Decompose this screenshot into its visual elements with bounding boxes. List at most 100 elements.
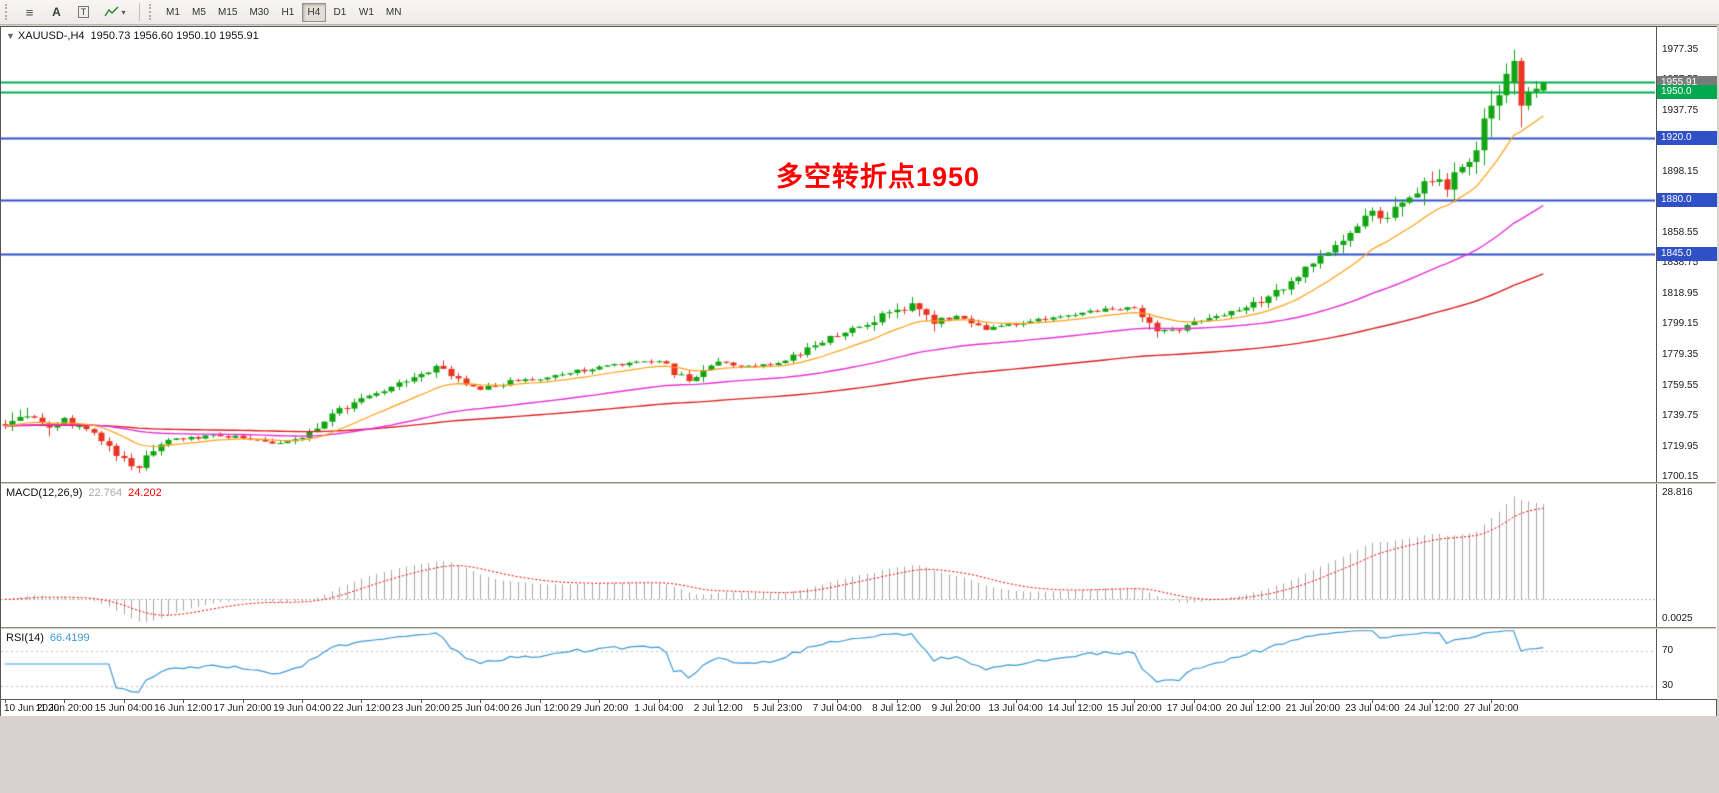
time-tick xyxy=(183,700,184,703)
text-box-button[interactable]: T xyxy=(71,2,96,22)
price-tick: 1739.75 xyxy=(1662,410,1699,422)
time-label: 26 Jun 12:00 xyxy=(510,703,569,714)
toolbar: ≡ A T ▾ M1 M5 M15 M30 H1 H4 D1 W1 MN xyxy=(0,0,1719,25)
chart-annotation: 多空转折点1950 xyxy=(776,162,981,192)
timeframe-h4-button[interactable]: H4 xyxy=(301,2,326,22)
panel-separator-2[interactable] xyxy=(1,627,1716,629)
time-tick xyxy=(599,700,600,703)
time-tick xyxy=(956,700,957,703)
timeframe-m1-button[interactable]: M1 xyxy=(161,3,185,22)
time-tick xyxy=(837,700,838,703)
time-tick xyxy=(659,700,660,703)
price-tick: 1779.35 xyxy=(1662,348,1699,360)
rsi-level-70: 70 xyxy=(1662,644,1674,656)
macd-value-signal: 24.202 xyxy=(128,487,162,499)
collapse-arrow-icon[interactable]: ▼ xyxy=(6,31,15,41)
price-badge[interactable]: 1920.0 xyxy=(1657,131,1717,146)
ohlc-values: 1950.73 1956.60 1950.10 1955.91 xyxy=(90,30,259,42)
time-label: 22 Jun 12:00 xyxy=(332,703,391,714)
time-tick xyxy=(540,700,541,703)
time-label: 16 Jun 12:00 xyxy=(154,703,213,714)
time-label: 17 Jun 20:00 xyxy=(213,703,272,714)
indicators-button[interactable]: ▾ xyxy=(98,2,132,22)
price-tick: 1759.55 xyxy=(1662,379,1699,391)
time-label: 13 Jul 04:00 xyxy=(988,703,1043,714)
time-label: 17 Jul 04:00 xyxy=(1166,703,1222,714)
time-label: 14 Jul 12:00 xyxy=(1047,703,1103,714)
symbol-info[interactable]: ▼ XAUUSD-,H4 1950.73 1956.60 1950.10 1955.… xyxy=(6,30,259,42)
time-label: 5 Jul 23:00 xyxy=(753,703,803,714)
price-tick: 1700.15 xyxy=(1662,471,1699,483)
toolbar-grip[interactable] xyxy=(5,4,11,20)
time-tick xyxy=(480,700,481,703)
macd-canvas[interactable] xyxy=(1,484,1655,627)
price-axis[interactable]: 28.816 0.0025 70 30 1977.351957.551937.7… xyxy=(1656,27,1717,699)
timeframe-m30-button[interactable]: M30 xyxy=(244,3,273,22)
toolbar-separator xyxy=(139,3,140,21)
timeframe-m5-button[interactable]: M5 xyxy=(187,3,211,22)
time-label: 10 Jun 2020 xyxy=(4,703,60,714)
time-tick xyxy=(1253,700,1254,703)
time-label: 25 Jun 04:00 xyxy=(451,703,510,714)
time-label: 29 Jun 20:00 xyxy=(570,703,629,714)
price-tick: 1838.75 xyxy=(1662,257,1699,269)
price-chart-canvas[interactable] xyxy=(1,27,1655,482)
macd-title: MACD(12,26,9) xyxy=(6,487,83,499)
rsi-label: RSI(14) 66.4199 xyxy=(6,632,96,644)
time-label: 1 Jul 04:00 xyxy=(634,703,684,714)
time-label: 24 Jul 12:00 xyxy=(1404,703,1460,714)
time-tick xyxy=(1491,700,1492,703)
lines-tool-button[interactable]: ≡ xyxy=(17,2,42,22)
time-tick xyxy=(5,700,6,703)
price-tick: 1818.95 xyxy=(1662,287,1699,299)
price-badge[interactable]: 1880.0 xyxy=(1657,192,1717,207)
rsi-canvas[interactable] xyxy=(1,629,1655,699)
panel-separator[interactable] xyxy=(1,482,1716,484)
price-tick: 1719.95 xyxy=(1662,440,1699,452)
price-tick: 1898.15 xyxy=(1662,165,1699,177)
price-badge[interactable]: 1950.0 xyxy=(1657,84,1717,99)
time-label: 27 Jul 20:00 xyxy=(1464,703,1519,714)
rsi-level-30: 30 xyxy=(1662,679,1674,691)
main-chart-panel: ▼ XAUUSD-,H4 1950.73 1956.60 1950.10 1955.… xyxy=(1,27,1655,482)
time-tick xyxy=(778,700,779,703)
timeframe-mn-button[interactable]: MN xyxy=(381,3,407,22)
toolbar-grip-2[interactable] xyxy=(149,4,155,20)
time-tick xyxy=(302,700,303,703)
time-label: 23 Jun 20:00 xyxy=(392,703,450,714)
time-tick xyxy=(1432,700,1433,703)
timeframe-d1-button[interactable]: D1 xyxy=(328,3,352,22)
dropdown-caret-icon: ▾ xyxy=(121,7,126,17)
time-label: 21 Jul 20:00 xyxy=(1285,703,1341,714)
chart-window: ▼ XAUUSD-,H4 1950.73 1956.60 1950.10 1955.… xyxy=(0,26,1717,716)
text-label-button[interactable]: A xyxy=(44,2,69,22)
time-tick xyxy=(64,700,65,703)
letter-a-icon: A xyxy=(52,5,61,19)
time-label: 8 Jul 12:00 xyxy=(872,703,922,714)
time-label: 2 Jul 12:00 xyxy=(693,703,743,714)
time-label: 7 Jul 04:00 xyxy=(812,703,862,714)
macd-label: MACD(12,26,9) 22.764 24.202 xyxy=(6,487,168,499)
timeframe-w1-button[interactable]: W1 xyxy=(354,3,379,22)
time-tick xyxy=(718,700,719,703)
time-label: 11 Jun 20:00 xyxy=(35,703,93,714)
timeframe-group: M1 M5 M15 M30 H1 H4 D1 W1 MN xyxy=(160,2,407,22)
time-tick xyxy=(1313,700,1314,703)
time-label: 9 Jul 20:00 xyxy=(931,703,981,714)
lines-icon: ≡ xyxy=(25,4,34,20)
price-tick: 1937.75 xyxy=(1662,104,1699,116)
time-label: 19 Jun 04:00 xyxy=(273,703,331,714)
time-tick xyxy=(243,700,244,703)
time-label: 23 Jul 04:00 xyxy=(1345,703,1400,714)
timeframe-h1-button[interactable]: H1 xyxy=(276,3,300,22)
price-badge[interactable]: 1845.0 xyxy=(1657,246,1717,261)
time-tick xyxy=(361,700,362,703)
time-tick xyxy=(1194,700,1195,703)
price-tick: 1858.55 xyxy=(1662,226,1699,238)
time-tick xyxy=(897,700,898,703)
time-axis[interactable]: 10 Jun 2020 11 Jun 20:00 15 Jun 04:00 16 Ju… xyxy=(1,699,1716,716)
timeframe-m15-button[interactable]: M15 xyxy=(213,3,242,22)
rsi-value: 66.4199 xyxy=(49,632,90,644)
time-label: 15 Jul 20:00 xyxy=(1107,703,1162,714)
